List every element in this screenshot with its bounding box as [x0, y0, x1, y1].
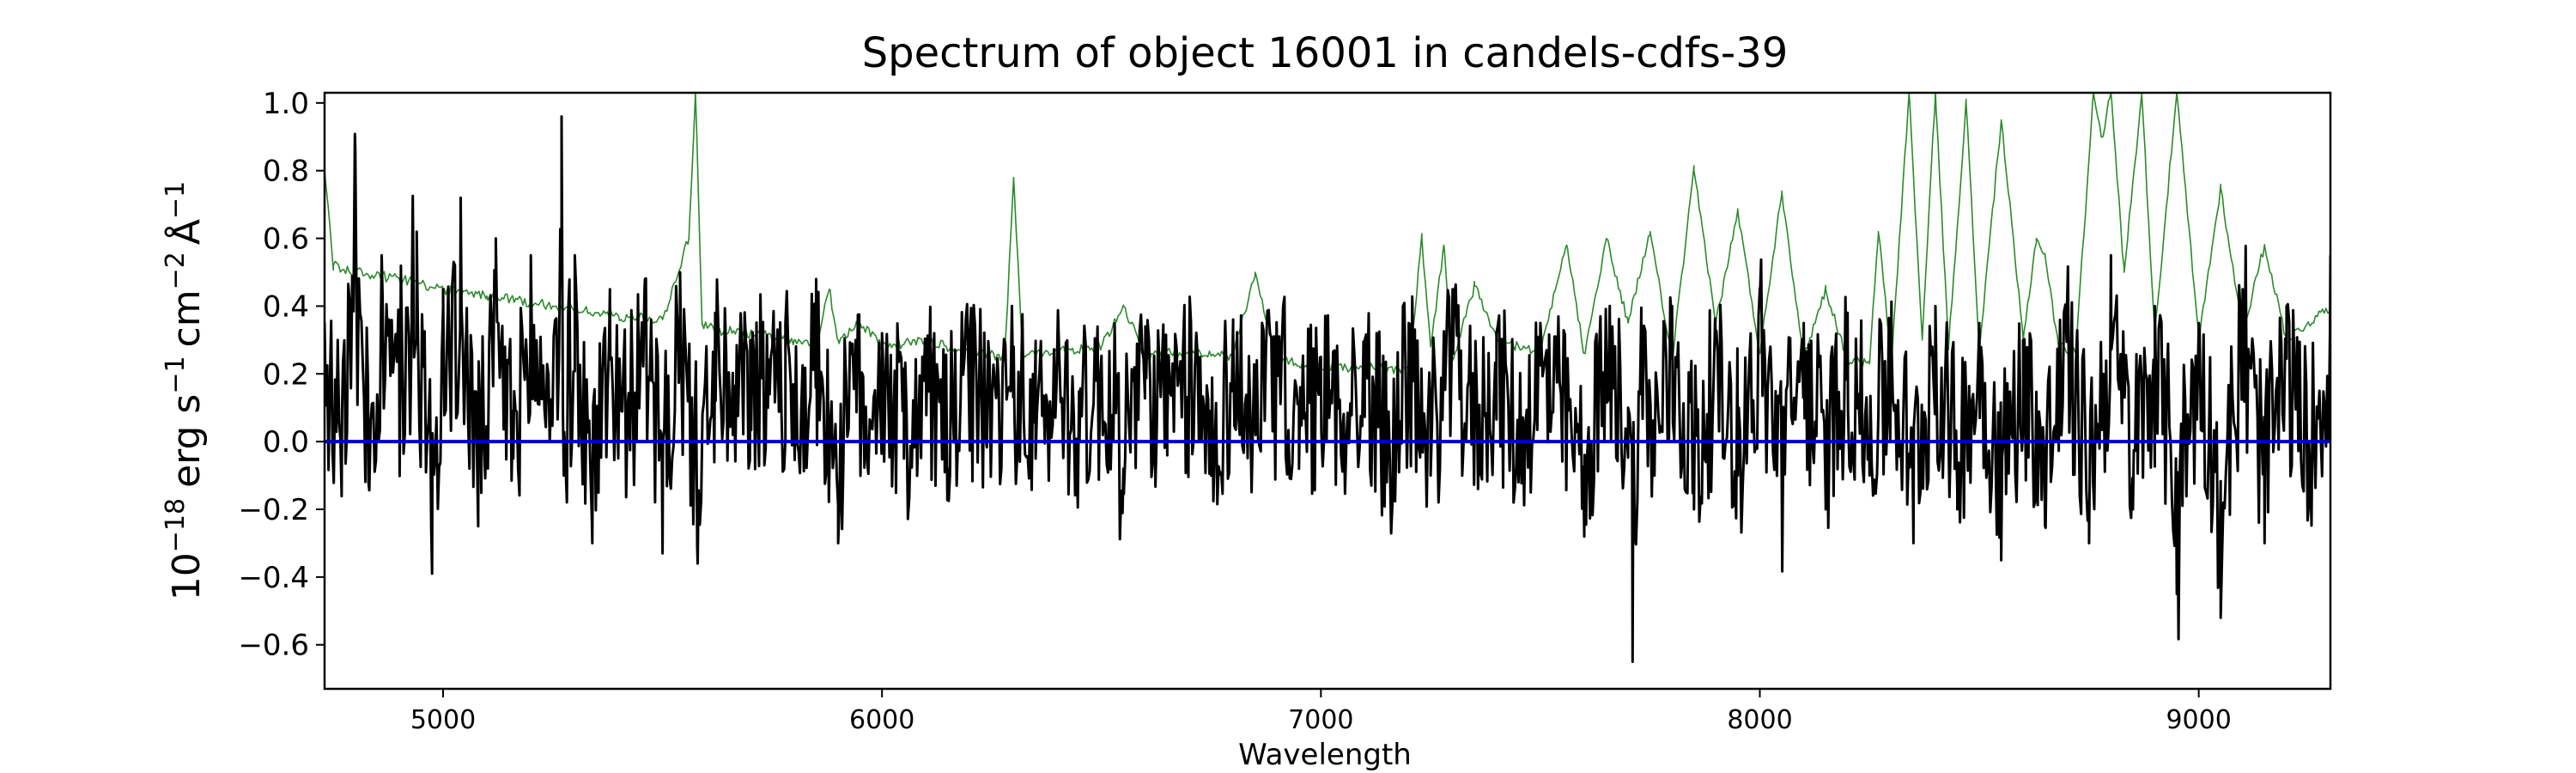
x-tick-label: 8000: [1727, 705, 1792, 735]
y-tick-label: −0.6: [238, 629, 309, 663]
y-tick-label: 0.4: [263, 289, 309, 324]
y-label-cm-exp: −2: [161, 252, 191, 289]
y-label-angstrom-exp: −1: [161, 181, 191, 219]
y-tick-label: 0.8: [263, 155, 309, 189]
series-layer: [325, 93, 2330, 663]
x-tick-label: 9000: [2166, 705, 2231, 735]
y-label-unit: erg s: [165, 394, 209, 488]
x-tick-label: 7000: [1288, 705, 1353, 735]
y-tick-label: 1.0: [263, 87, 309, 121]
y-label-s-exp: −1: [161, 356, 191, 393]
y-axis-label: 10−18erg s−1cm−2Å−1: [161, 181, 209, 600]
y-tick-label: 0.2: [263, 357, 309, 392]
series-flux-line: [325, 115, 2330, 663]
plot-area: [323, 91, 2332, 691]
y-label-exp: −18: [161, 498, 191, 552]
axes-frame: [323, 91, 2332, 691]
y-label-angstrom: Å: [163, 219, 209, 245]
x-axis-label: Wavelength: [1238, 738, 1412, 772]
series-error-line: [325, 93, 2330, 374]
svg-text:10−18erg s−1cm−2Å−1: 10−18erg s−1cm−2Å−1: [161, 181, 209, 600]
y-label-base: 10: [165, 552, 209, 600]
x-axis: 5000 6000 7000 8000 9000: [410, 689, 2232, 735]
x-tick-label: 6000: [849, 705, 914, 735]
y-axis: 1.0 0.8 0.6 0.4 0.2 0.0 −0.2 −0.4 −0.6: [238, 87, 325, 663]
y-tick-label: 0.6: [263, 222, 309, 257]
y-label-cm: cm: [165, 289, 209, 347]
y-tick-label: 0.0: [263, 425, 309, 460]
y-tick-label: −0.2: [238, 493, 309, 527]
chart-title: Spectrum of object 16001 in candels-cdfs…: [862, 29, 1789, 77]
x-tick-label: 5000: [410, 705, 476, 735]
y-tick-label: −0.4: [238, 561, 309, 595]
